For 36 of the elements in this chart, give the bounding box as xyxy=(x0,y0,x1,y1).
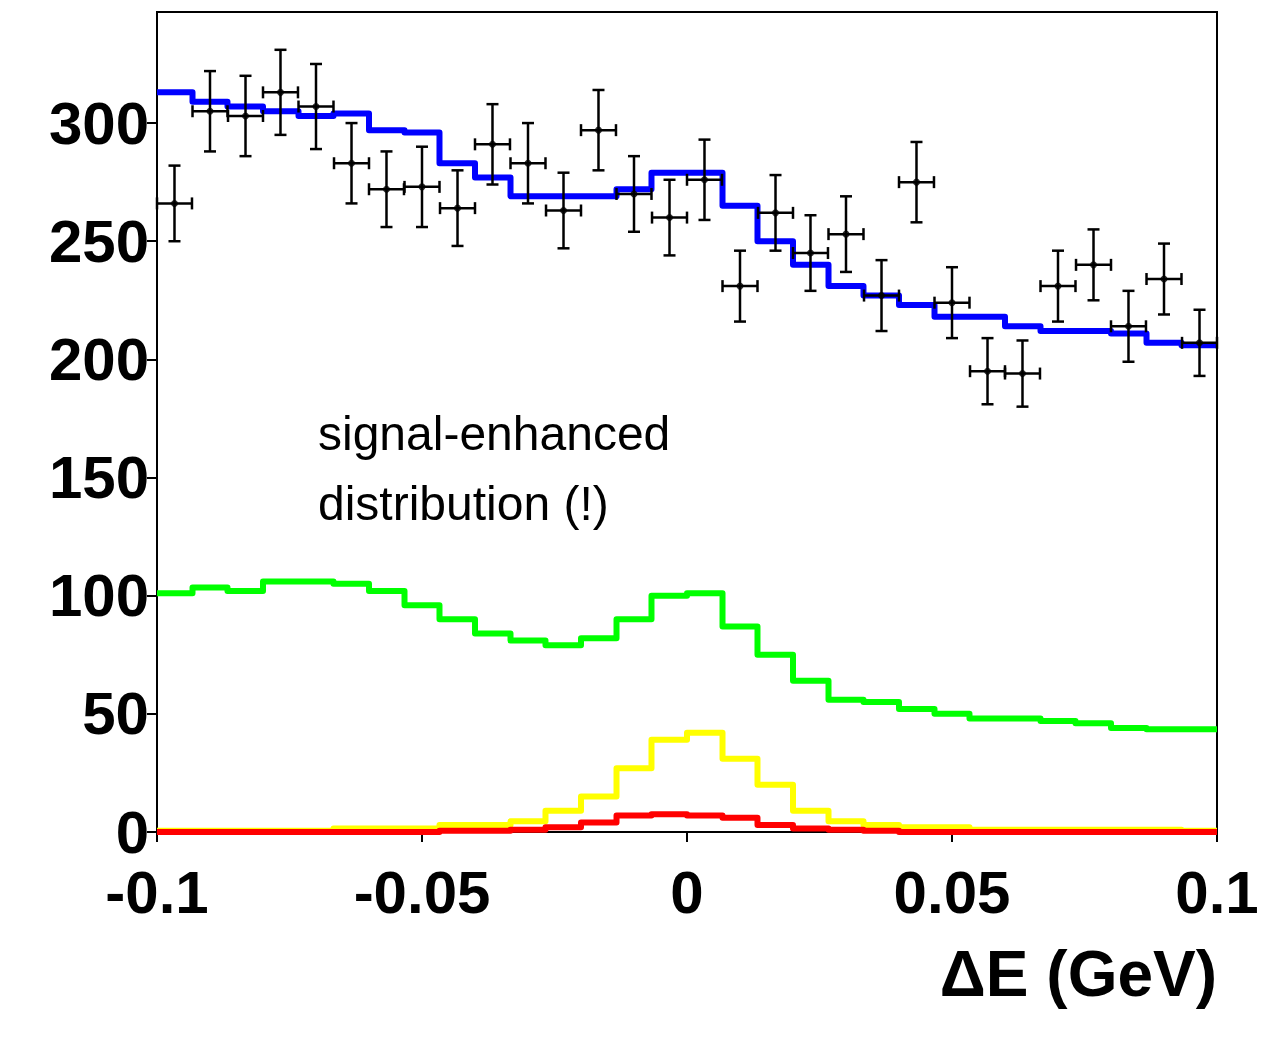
x-tick-label: -0.05 xyxy=(353,858,491,926)
point xyxy=(454,204,462,212)
y-tick-label: 200 xyxy=(48,325,149,393)
point xyxy=(984,367,992,375)
y-tick-label: 300 xyxy=(48,89,149,157)
point xyxy=(595,126,602,134)
y-tick-label: 100 xyxy=(48,562,149,630)
point xyxy=(206,107,214,115)
point xyxy=(1196,339,1204,347)
point xyxy=(666,214,674,222)
point xyxy=(242,112,250,120)
point xyxy=(524,159,532,167)
point xyxy=(171,199,178,207)
point xyxy=(807,249,814,257)
point xyxy=(878,292,886,300)
point xyxy=(1019,370,1026,378)
x-tick-label: 0.1 xyxy=(1175,858,1259,926)
point xyxy=(948,299,956,307)
point xyxy=(772,209,780,217)
point xyxy=(312,103,320,111)
x-tick-label: 0.05 xyxy=(893,858,1011,926)
point xyxy=(348,159,356,167)
y-tick-label: 150 xyxy=(48,444,149,512)
x-tick-label: 0 xyxy=(670,858,704,926)
point xyxy=(489,140,496,148)
point xyxy=(701,176,708,184)
y-tick-label: 250 xyxy=(48,207,149,275)
x-axis-title: ΔE (GeV) xyxy=(939,938,1217,1010)
point xyxy=(1125,322,1132,330)
point xyxy=(1090,261,1098,269)
point xyxy=(560,207,568,214)
annotation: signal-enhanced distribution (!) xyxy=(318,406,684,530)
point xyxy=(277,88,284,96)
point xyxy=(913,178,920,186)
point xyxy=(383,185,390,193)
y-tick-label: 50 xyxy=(82,680,149,748)
